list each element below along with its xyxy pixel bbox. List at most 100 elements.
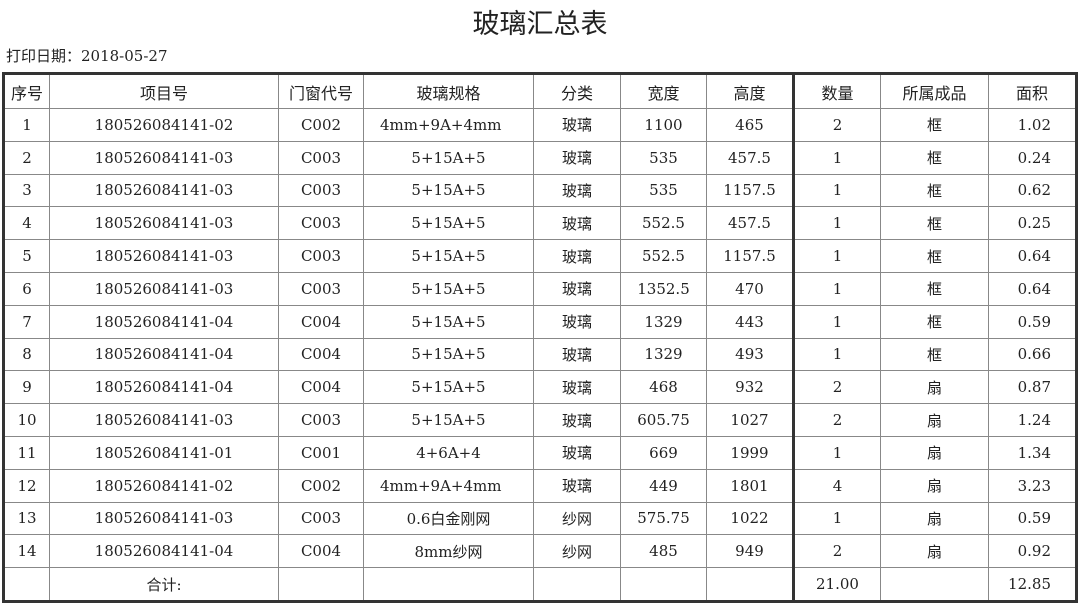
cell-index: 4: [3, 206, 50, 241]
cell-glass-spec: 5+15A+5: [363, 140, 534, 175]
cell-window-code: C003: [278, 501, 364, 536]
cell-area: 0.87: [988, 370, 1077, 405]
cell-quantity: 1: [792, 140, 881, 175]
table-row: 13 180526084141-03 C003 0.6白金刚网 纱网 575.75 1022…: [3, 501, 1077, 536]
column-header-project-no: 项目号: [49, 73, 279, 109]
cell-glass-spec: 4+6A+4: [363, 435, 534, 470]
cell-width: 485: [620, 534, 707, 569]
cell-index: 9: [3, 370, 50, 405]
cell-width: 449: [620, 468, 707, 503]
total-cell-area: 12.85: [988, 567, 1077, 602]
cell-area: 0.66: [988, 337, 1077, 372]
cell-area: 1.24: [988, 403, 1077, 437]
cell-area: 0.92: [988, 534, 1077, 569]
cell-quantity: 2: [792, 403, 881, 437]
cell-quantity: 4: [792, 468, 881, 503]
cell-window-code: C003: [278, 403, 364, 437]
cell-index: 12: [3, 468, 50, 503]
cell-index: 11: [3, 435, 50, 470]
table-row: 12 180526084141-02 C002 4mm+9A+4mm 玻璃 449 1801…: [3, 468, 1077, 503]
cell-area: 0.62: [988, 173, 1077, 208]
cell-glass-spec: 5+15A+5: [363, 304, 534, 339]
cell-category: 玻璃: [533, 435, 621, 470]
cell-height: 1999: [706, 435, 794, 470]
table-row: 4 180526084141-03 C003 5+15A+5 玻璃 552.5 457.5 1…: [3, 206, 1077, 241]
cell-glass-spec: 4mm+9A+4mm: [363, 468, 534, 503]
cell-area: 0.64: [988, 271, 1077, 306]
cell-area: 0.59: [988, 501, 1077, 536]
cell-window-code: C002: [278, 468, 364, 503]
cell-index: 1: [3, 108, 50, 142]
cell-category: 玻璃: [533, 468, 621, 503]
cell-glass-spec: 5+15A+5: [363, 173, 534, 208]
cell-product: 框: [880, 271, 989, 306]
cell-index: 7: [3, 304, 50, 339]
cell-glass-spec: 5+15A+5: [363, 271, 534, 306]
total-cell-window-code: [278, 567, 364, 602]
cell-window-code: C004: [278, 337, 364, 372]
cell-category: 玻璃: [533, 403, 621, 437]
cell-glass-spec: 5+15A+5: [363, 370, 534, 405]
cell-project-no: 180526084141-03: [49, 271, 279, 306]
cell-category: 玻璃: [533, 173, 621, 208]
cell-product: 框: [880, 206, 989, 241]
cell-project-no: 180526084141-04: [49, 304, 279, 339]
cell-project-no: 180526084141-04: [49, 534, 279, 569]
cell-area: 0.64: [988, 239, 1077, 273]
cell-category: 玻璃: [533, 271, 621, 306]
cell-index: 10: [3, 403, 50, 437]
total-cell-category: [533, 567, 621, 602]
cell-area: 0.24: [988, 140, 1077, 175]
cell-project-no: 180526084141-03: [49, 206, 279, 241]
table-row: 6 180526084141-03 C003 5+15A+5 玻璃 1352.5 470 1 框…: [3, 271, 1077, 306]
cell-width: 1329: [620, 337, 707, 372]
cell-area: 0.59: [988, 304, 1077, 339]
cell-area: 3.23: [988, 468, 1077, 503]
cell-product: 框: [880, 337, 989, 372]
cell-width: 1100: [620, 108, 707, 142]
cell-product: 扇: [880, 501, 989, 536]
table-row: 8 180526084141-04 C004 5+15A+5 玻璃 1329 493 1 框 0.…: [3, 337, 1077, 372]
column-header-product: 所属成品: [880, 73, 989, 109]
cell-product: 扇: [880, 370, 989, 405]
cell-width: 1352.5: [620, 271, 707, 306]
cell-window-code: C002: [278, 108, 364, 142]
column-header-window-code: 门窗代号: [278, 73, 364, 109]
cell-category: 玻璃: [533, 370, 621, 405]
cell-project-no: 180526084141-03: [49, 140, 279, 175]
cell-window-code: C003: [278, 206, 364, 241]
cell-height: 443: [706, 304, 794, 339]
column-header-height: 高度: [706, 73, 794, 109]
cell-project-no: 180526084141-03: [49, 173, 279, 208]
cell-window-code: C001: [278, 435, 364, 470]
cell-area: 1.02: [988, 108, 1077, 142]
cell-area: 1.34: [988, 435, 1077, 470]
cell-height: 932: [706, 370, 794, 405]
cell-category: 纱网: [533, 534, 621, 569]
cell-glass-spec: 4mm+9A+4mm: [363, 108, 534, 142]
cell-quantity: 1: [792, 271, 881, 306]
cell-project-no: 180526084141-03: [49, 239, 279, 273]
cell-index: 3: [3, 173, 50, 208]
table-row: 3 180526084141-03 C003 5+15A+5 玻璃 535 1157.5 1 框…: [3, 173, 1077, 208]
glass-summary-table: 序号 项目号 门窗代号 玻璃规格 分类 宽度 高度 数量 所属成品 面积 1 18052608414…: [2, 72, 1078, 603]
cell-height: 457.5: [706, 140, 794, 175]
column-header-category: 分类: [533, 73, 621, 109]
cell-window-code: C003: [278, 271, 364, 306]
cell-quantity: 1: [792, 173, 881, 208]
cell-glass-spec: 5+15A+5: [363, 206, 534, 241]
cell-quantity: 1: [792, 501, 881, 536]
cell-width: 468: [620, 370, 707, 405]
cell-height: 493: [706, 337, 794, 372]
cell-width: 535: [620, 140, 707, 175]
cell-width: 552.5: [620, 239, 707, 273]
total-cell-index: [3, 567, 50, 602]
cell-project-no: 180526084141-03: [49, 403, 279, 437]
cell-quantity: 2: [792, 108, 881, 142]
cell-project-no: 180526084141-02: [49, 108, 279, 142]
table-row: 10 180526084141-03 C003 5+15A+5 玻璃 605.75 1027…: [3, 403, 1077, 437]
cell-window-code: C004: [278, 304, 364, 339]
cell-width: 535: [620, 173, 707, 208]
total-cell-project-no: 合计:: [49, 567, 279, 602]
cell-height: 1022: [706, 501, 794, 536]
